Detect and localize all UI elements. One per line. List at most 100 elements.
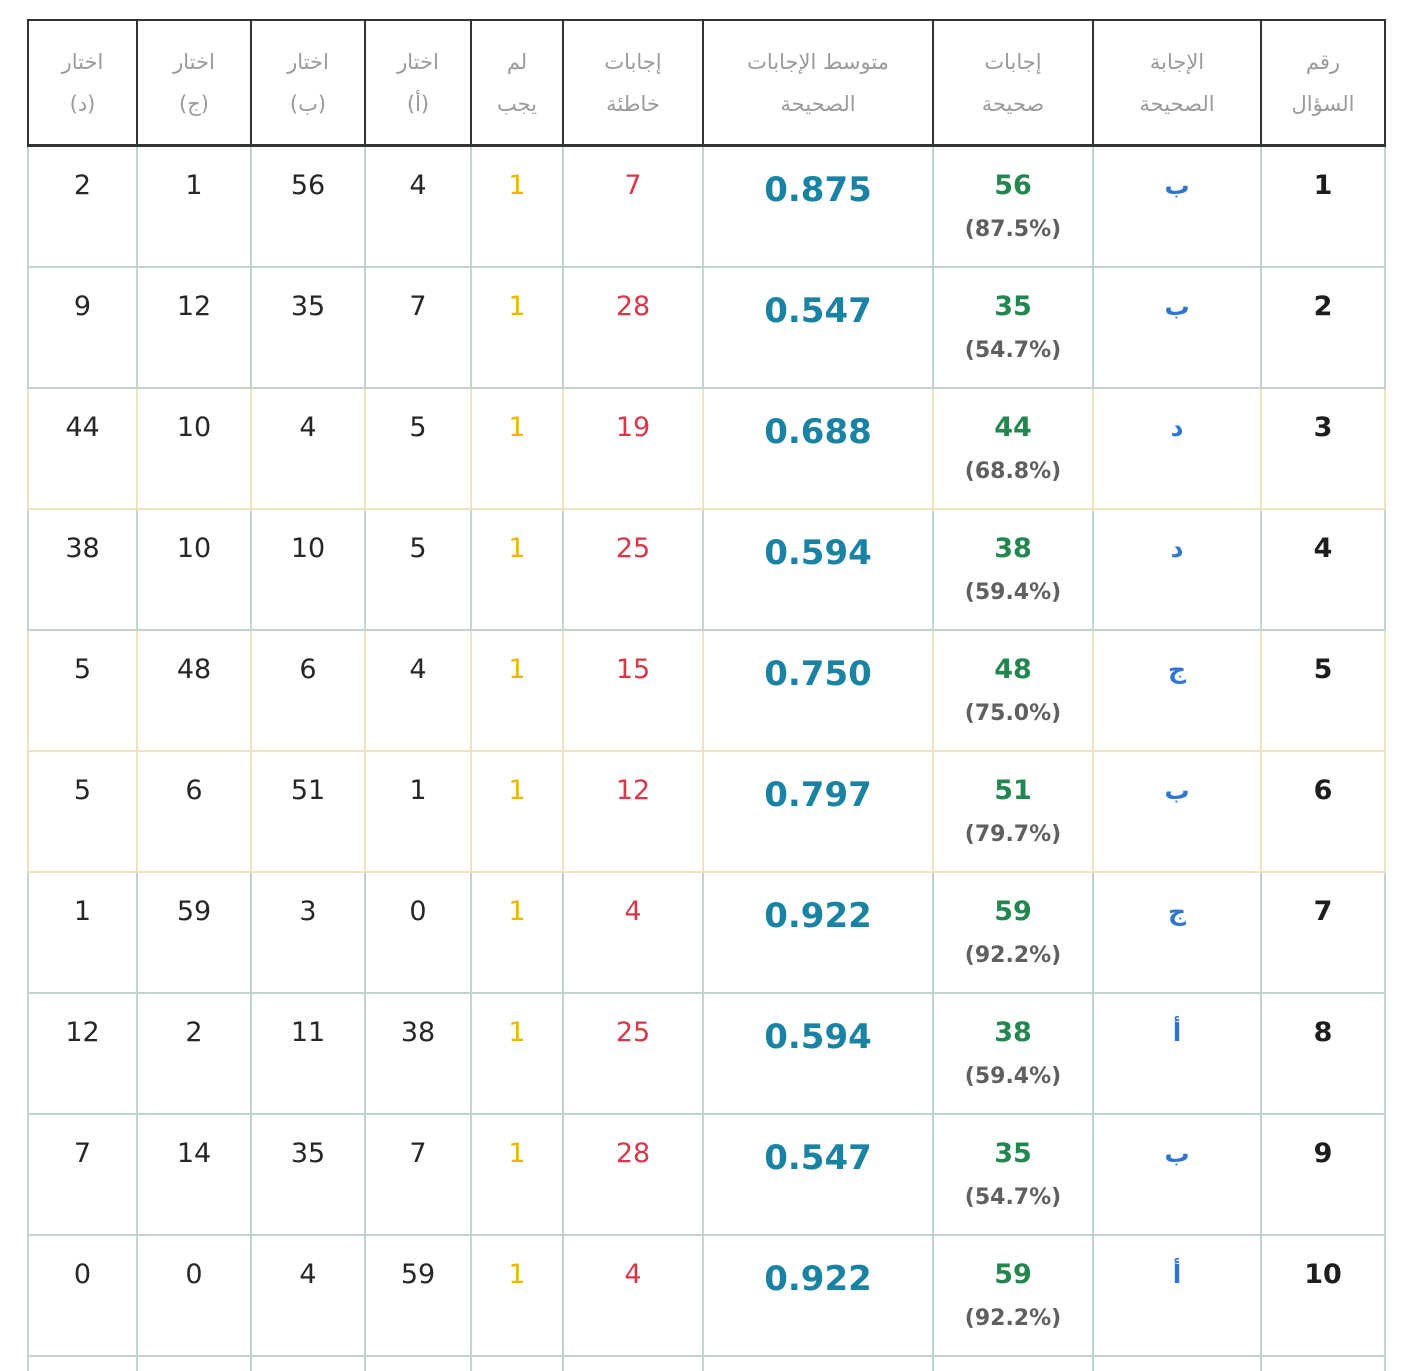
question-number-cell: 8	[1261, 993, 1385, 1114]
partial-cell	[471, 1356, 563, 1371]
correct-count: 59	[994, 1259, 1032, 1290]
chose-c-cell: 1	[137, 146, 251, 268]
correct-percentage: (68.8%)	[934, 447, 1092, 497]
wrong-count-cell: 15	[563, 630, 703, 751]
no-answer-cell: 1	[471, 267, 563, 388]
chose-d-cell: 12	[28, 993, 137, 1114]
correct-count: 38	[994, 1017, 1032, 1048]
correct-percentage: (54.7%)	[934, 1173, 1092, 1223]
chose-b-cell: 56	[251, 146, 365, 268]
header-chose-d: اختار(د)	[28, 20, 137, 146]
chose-c-cell: 59	[137, 872, 251, 993]
no-answer-cell: 1	[471, 872, 563, 993]
question-number-cell: 2	[1261, 267, 1385, 388]
question-number-cell: 3	[1261, 388, 1385, 509]
correct-percentage: (54.7%)	[934, 326, 1092, 376]
correct-count: 38	[994, 533, 1032, 564]
correct-answer-cell: ج	[1093, 872, 1261, 993]
table-row: 10 أ 59(92.2%) 0.922 4 1 59 4 0 0	[28, 1235, 1385, 1356]
chose-b-cell: 4	[251, 1235, 365, 1356]
question-number-cell: 7	[1261, 872, 1385, 993]
no-answer-cell: 1	[471, 1114, 563, 1235]
table-row: 8 أ 38(59.4%) 0.594 25 1 38 11 2 12	[28, 993, 1385, 1114]
wrong-count-cell: 4	[563, 872, 703, 993]
correct-answer-cell: ب	[1093, 751, 1261, 872]
correct-percentage: (87.5%)	[934, 205, 1092, 255]
wrong-count-cell: 28	[563, 267, 703, 388]
wrong-count-cell: 28	[563, 1114, 703, 1235]
average-cell: 0.594	[703, 993, 933, 1114]
chose-a-cell: 5	[365, 388, 471, 509]
wrong-count-cell: 7	[563, 146, 703, 268]
table-row: 6 ب 51(79.7%) 0.797 12 1 1 51 6 5	[28, 751, 1385, 872]
correct-count-cell: 48(75.0%)	[933, 630, 1093, 751]
chose-c-cell: 0	[137, 1235, 251, 1356]
chose-c-cell: 10	[137, 388, 251, 509]
header-chose-c: اختار(ج)	[137, 20, 251, 146]
correct-count-cell: 51(79.7%)	[933, 751, 1093, 872]
chose-c-cell: 14	[137, 1114, 251, 1235]
correct-count: 44	[994, 412, 1032, 443]
partial-cell	[703, 1356, 933, 1371]
question-number-cell: 1	[1261, 146, 1385, 268]
chose-a-cell: 0	[365, 872, 471, 993]
chose-d-cell: 5	[28, 630, 137, 751]
no-answer-cell: 1	[471, 993, 563, 1114]
chose-a-cell: 4	[365, 146, 471, 268]
correct-answer-cell: أ	[1093, 993, 1261, 1114]
correct-answer-cell: د	[1093, 388, 1261, 509]
table-row: 3 د 44(68.8%) 0.688 19 1 5 4 10 44	[28, 388, 1385, 509]
table-body: 1 ب 56(87.5%) 0.875 7 1 4 56 1 2 2 ب 35(…	[28, 146, 1385, 1371]
average-cell: 0.547	[703, 267, 933, 388]
chose-a-cell: 1	[365, 751, 471, 872]
chose-d-cell: 38	[28, 509, 137, 630]
no-answer-cell: 1	[471, 1235, 563, 1356]
correct-count-cell: 59(92.2%)	[933, 1235, 1093, 1356]
wrong-count-cell: 12	[563, 751, 703, 872]
header-chose-b: اختار(ب)	[251, 20, 365, 146]
chose-c-cell: 48	[137, 630, 251, 751]
question-number-cell: 9	[1261, 1114, 1385, 1235]
table-row: 2 ب 35(54.7%) 0.547 28 1 7 35 12 9	[28, 267, 1385, 388]
chose-a-cell: 4	[365, 630, 471, 751]
chose-a-cell: 5	[365, 509, 471, 630]
partial-cell	[251, 1356, 365, 1371]
correct-percentage: (92.2%)	[934, 931, 1092, 981]
header-chose-a: اختار(أ)	[365, 20, 471, 146]
chose-a-cell: 38	[365, 993, 471, 1114]
chose-d-cell: 9	[28, 267, 137, 388]
table-row: 5 ج 48(75.0%) 0.750 15 1 4 6 48 5	[28, 630, 1385, 751]
correct-count: 35	[994, 1138, 1032, 1169]
partial-cell	[1093, 1356, 1261, 1371]
chose-d-cell: 2	[28, 146, 137, 268]
correct-count-cell: 35 (54.7%)	[933, 267, 1093, 388]
correct-count-cell: 44 (68.8%)	[933, 388, 1093, 509]
correct-answer-cell: أ	[1093, 1235, 1261, 1356]
correct-count: 59	[994, 896, 1032, 927]
chose-d-cell: 0	[28, 1235, 137, 1356]
correct-count: 56	[994, 170, 1032, 201]
chose-a-cell: 7	[365, 267, 471, 388]
partial-cell	[563, 1356, 703, 1371]
correct-percentage: (75.0%)	[934, 689, 1092, 739]
average-cell: 0.922	[703, 1235, 933, 1356]
chose-d-cell: 1	[28, 872, 137, 993]
chose-c-cell: 10	[137, 509, 251, 630]
table-row: 7 ج 59(92.2%) 0.922 4 1 0 3 59 1	[28, 872, 1385, 993]
correct-count: 35	[994, 291, 1032, 322]
correct-answer-cell: د	[1093, 509, 1261, 630]
correct-count: 51	[994, 775, 1032, 806]
chose-c-cell: 6	[137, 751, 251, 872]
no-answer-cell: 1	[471, 388, 563, 509]
correct-answer-cell: ب	[1093, 146, 1261, 268]
correct-answer-cell: ج	[1093, 630, 1261, 751]
partial-cell	[365, 1356, 471, 1371]
partial-cell	[137, 1356, 251, 1371]
average-cell: 0.594	[703, 509, 933, 630]
wrong-count-cell: 19	[563, 388, 703, 509]
